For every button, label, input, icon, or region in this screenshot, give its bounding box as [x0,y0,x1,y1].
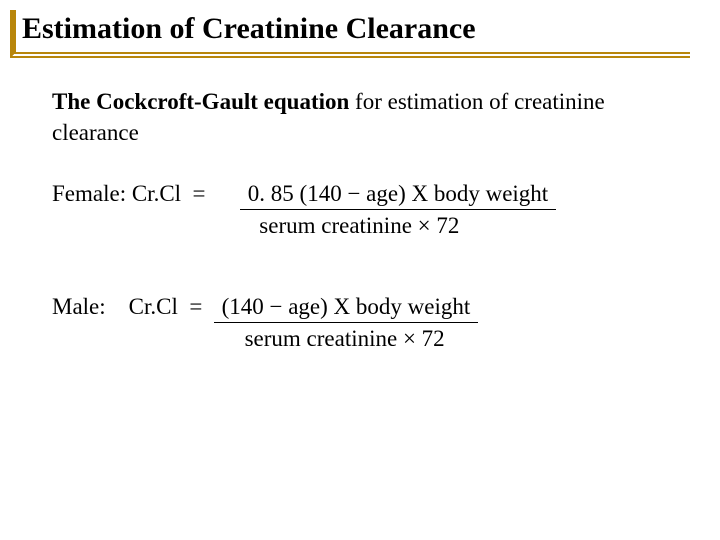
male-equation: Male: Cr.Cl = (140 − age) X body weight … [52,291,690,354]
intro-text: The Cockcroft-Gault equation for estimat… [52,86,690,148]
male-denominator: serum creatinine × 72 [214,323,478,354]
female-label: Female: Cr.Cl = [52,178,240,209]
content-area: The Cockcroft-Gault equation for estimat… [10,86,690,354]
female-numerator: 0. 85 (140 − age) X body weight [240,178,556,210]
slide: Estimation of Creatinine Clearance The C… [0,0,720,540]
title-container: Estimation of Creatinine Clearance [10,10,690,58]
female-fraction: 0. 85 (140 − age) X body weight serum cr… [240,178,556,241]
male-label: Male: Cr.Cl = [52,291,214,322]
equation-name: The Cockcroft-Gault equation [52,89,349,114]
slide-title: Estimation of Creatinine Clearance [22,12,690,46]
male-numerator: (140 − age) X body weight [214,291,478,323]
female-denominator: serum creatinine × 72 [240,210,556,241]
male-fraction: (140 − age) X body weight serum creatini… [214,291,478,354]
female-equation: Female: Cr.Cl = 0. 85 (140 − age) X body… [52,178,690,241]
